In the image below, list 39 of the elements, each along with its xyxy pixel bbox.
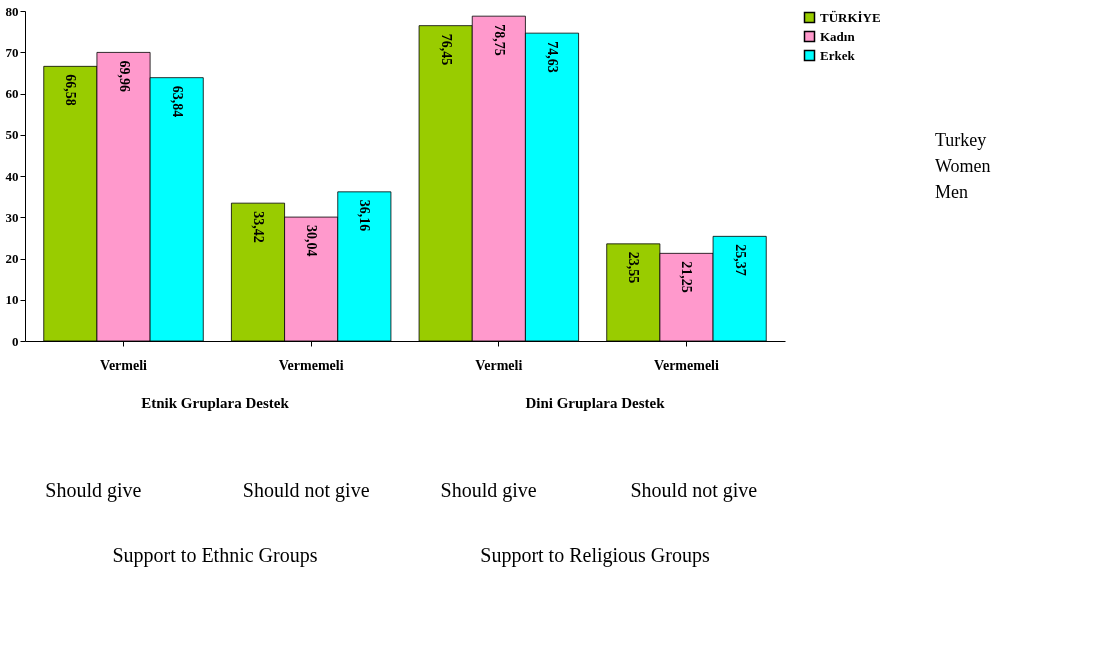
y-tick-label: 70 — [5, 44, 19, 60]
data-label: 63,84 — [169, 85, 185, 118]
data-label: 30,04 — [304, 225, 320, 257]
y-tick-label: 80 — [5, 3, 19, 19]
text: Support to Ethnic Groups — [112, 544, 318, 567]
data-label: 23,55 — [626, 251, 642, 284]
text: Etnik Gruplara Destek — [141, 395, 290, 411]
legend-label: Erkek — [820, 47, 856, 63]
y-tick-label: 10 — [5, 292, 19, 308]
data-label: 21,25 — [679, 261, 695, 293]
data-label: 69,96 — [116, 60, 132, 92]
y-tick-label: 30 — [5, 209, 19, 225]
data-label: 74,63 — [545, 41, 560, 73]
legend-label: Kadın — [820, 28, 856, 44]
text: Should not give — [630, 479, 758, 502]
y-tick-label: 40 — [5, 168, 19, 184]
data-label: 78,75 — [491, 24, 507, 56]
text: Should give — [45, 479, 142, 502]
data-label: 36,16 — [357, 199, 373, 232]
data-label: 76,45 — [438, 33, 454, 66]
x-tick-label: Vermemeli — [278, 357, 344, 373]
data-label: 33,42 — [251, 211, 266, 243]
text: Support to Religious Groups — [480, 544, 710, 567]
x-tick-label: Vermemeli — [654, 357, 719, 373]
data-label: 25,37 — [732, 244, 748, 276]
y-tick-label: 60 — [5, 86, 19, 101]
x-tick-label: Vermeli — [100, 357, 148, 373]
y-tick-label: 50 — [5, 127, 19, 143]
text: Should not give — [242, 479, 370, 502]
data-label: 66,58 — [63, 74, 79, 106]
x-tick-label: Vermeli — [475, 357, 523, 373]
y-tick-label: 20 — [5, 251, 19, 266]
text: Should give — [440, 479, 537, 502]
text: Turkey — [935, 130, 987, 150]
text: Dini Gruplara Destek — [525, 395, 666, 411]
legend-label: TÜRKİYE — [820, 9, 881, 25]
text: Women — [935, 156, 991, 176]
text: Men — [935, 182, 968, 202]
y-tick-label: 0 — [12, 333, 19, 349]
